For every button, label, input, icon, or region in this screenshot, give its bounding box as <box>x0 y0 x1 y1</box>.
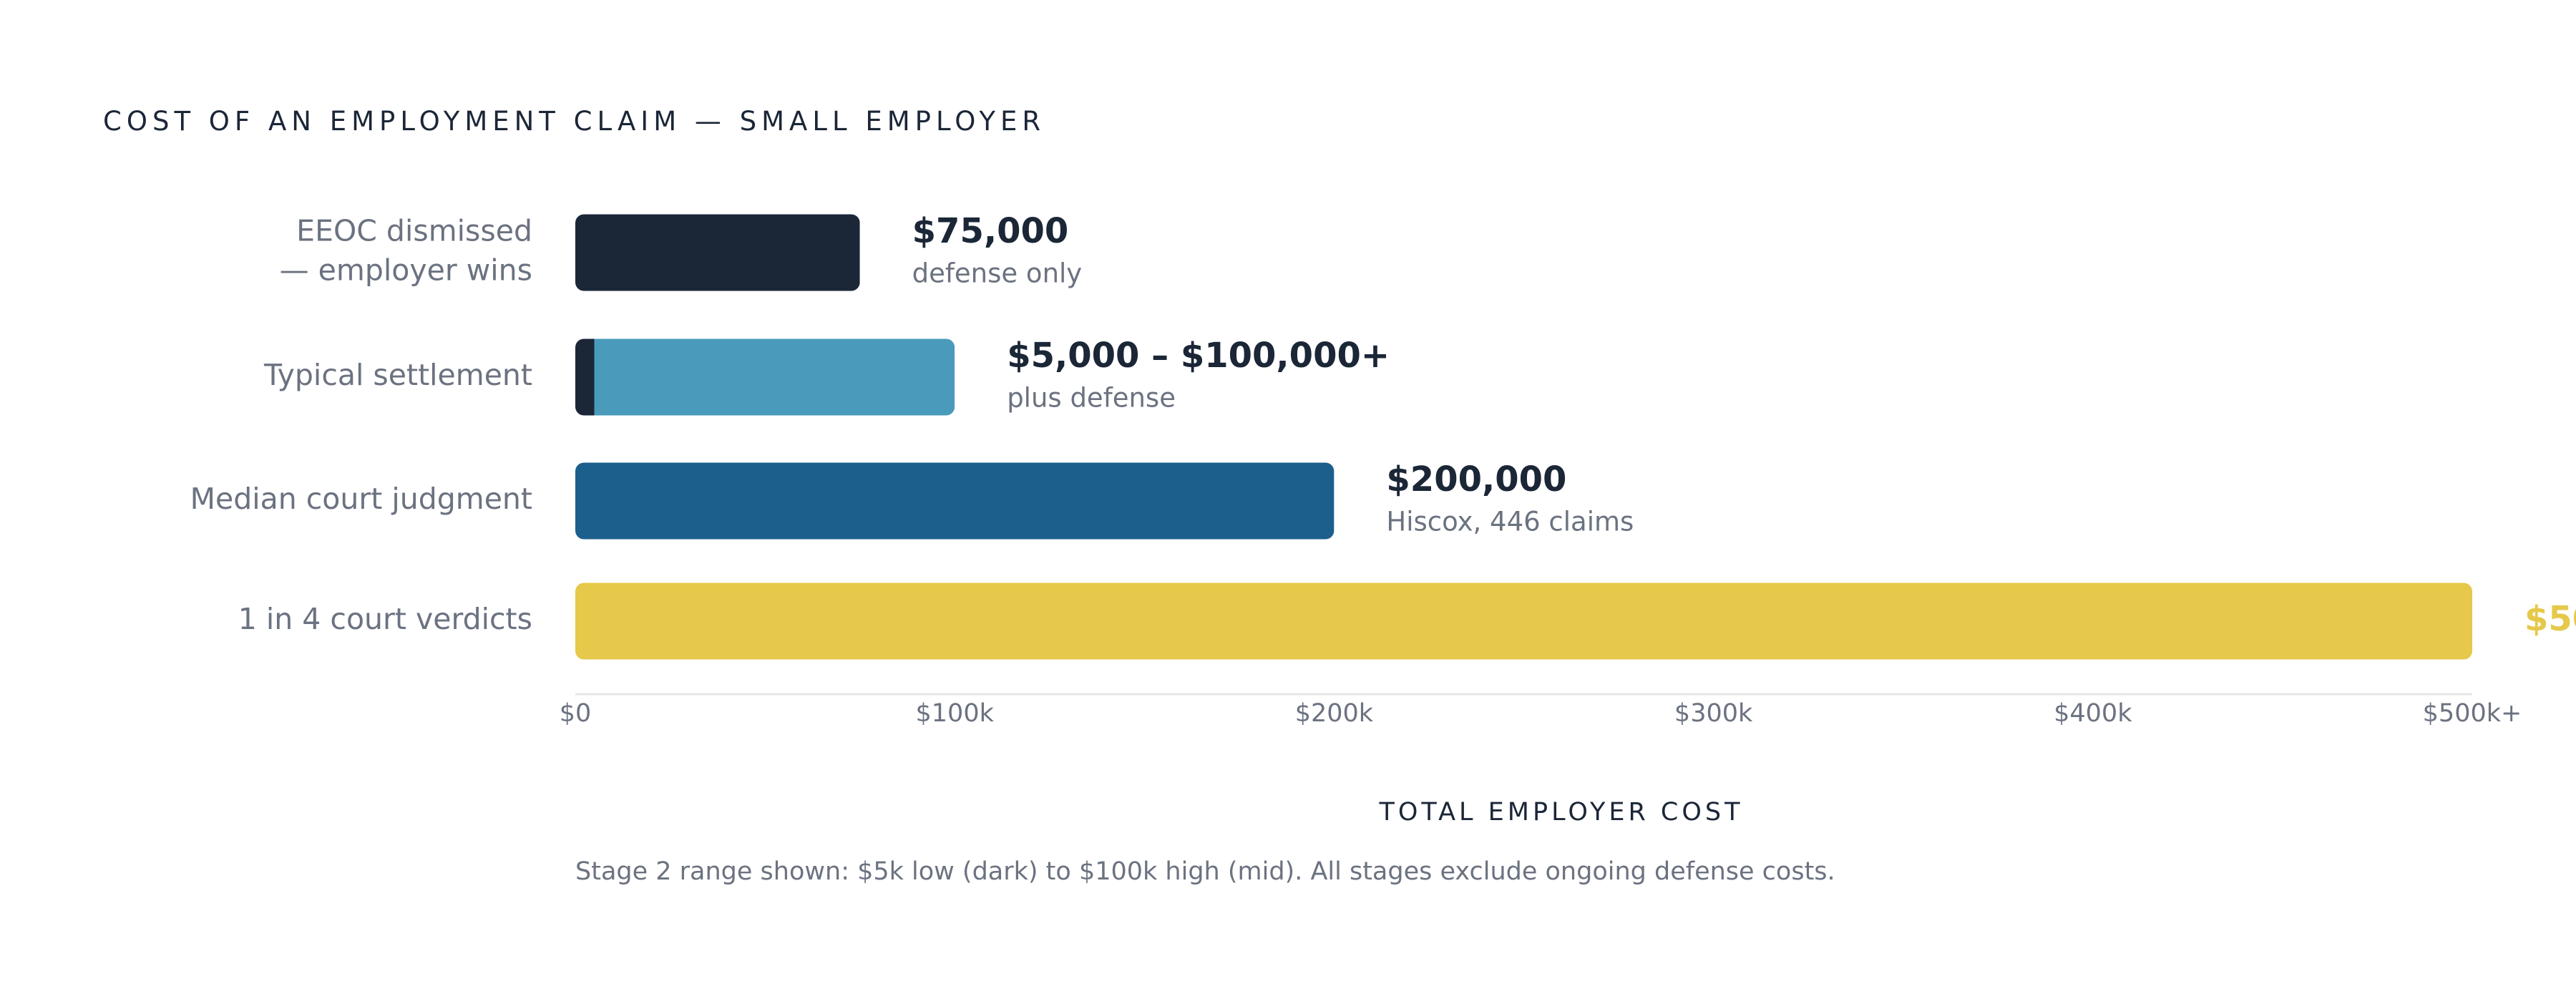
x-tick-label: $100k <box>916 699 995 728</box>
x-tick-label: $500k+ <box>2423 699 2522 728</box>
bar-segment <box>594 338 955 416</box>
x-tick-label: $300k <box>1674 699 1753 728</box>
x-tick-label: $0 <box>560 699 592 728</box>
value-sublabel: defense only <box>912 258 1083 289</box>
category-label: Typical settlement <box>263 358 532 392</box>
bar-segment <box>575 338 595 416</box>
bar-segment <box>575 214 860 291</box>
chart-footnote: Stage 2 range shown: $5k low (dark) to $… <box>575 857 1835 886</box>
category-label: — employer wins <box>280 253 532 288</box>
value-label: $5,000 – $100,000+ <box>1007 336 1390 376</box>
value-label: $500,000+ <box>2524 599 2576 639</box>
category-label: EEOC dismissed <box>296 214 532 248</box>
x-tick-label: $200k <box>1295 699 1374 728</box>
value-sublabel: Hiscox, 446 claims <box>1386 507 1634 537</box>
bar-segment <box>575 462 1335 540</box>
value-label: $75,000 <box>912 211 1069 251</box>
x-axis-label: TOTAL EMPLOYER COST <box>1379 798 1744 827</box>
category-label: 1 in 4 court verdicts <box>238 602 532 636</box>
category-label: Median court judgment <box>190 482 532 516</box>
value-sublabel: plus defense <box>1007 383 1176 414</box>
bar-segment <box>575 583 2472 660</box>
chart-title: COST OF AN EMPLOYMENT CLAIM — SMALL EMPL… <box>103 106 1046 137</box>
value-label: $200,000 <box>1386 459 1566 500</box>
x-tick-label: $400k <box>2054 699 2132 728</box>
